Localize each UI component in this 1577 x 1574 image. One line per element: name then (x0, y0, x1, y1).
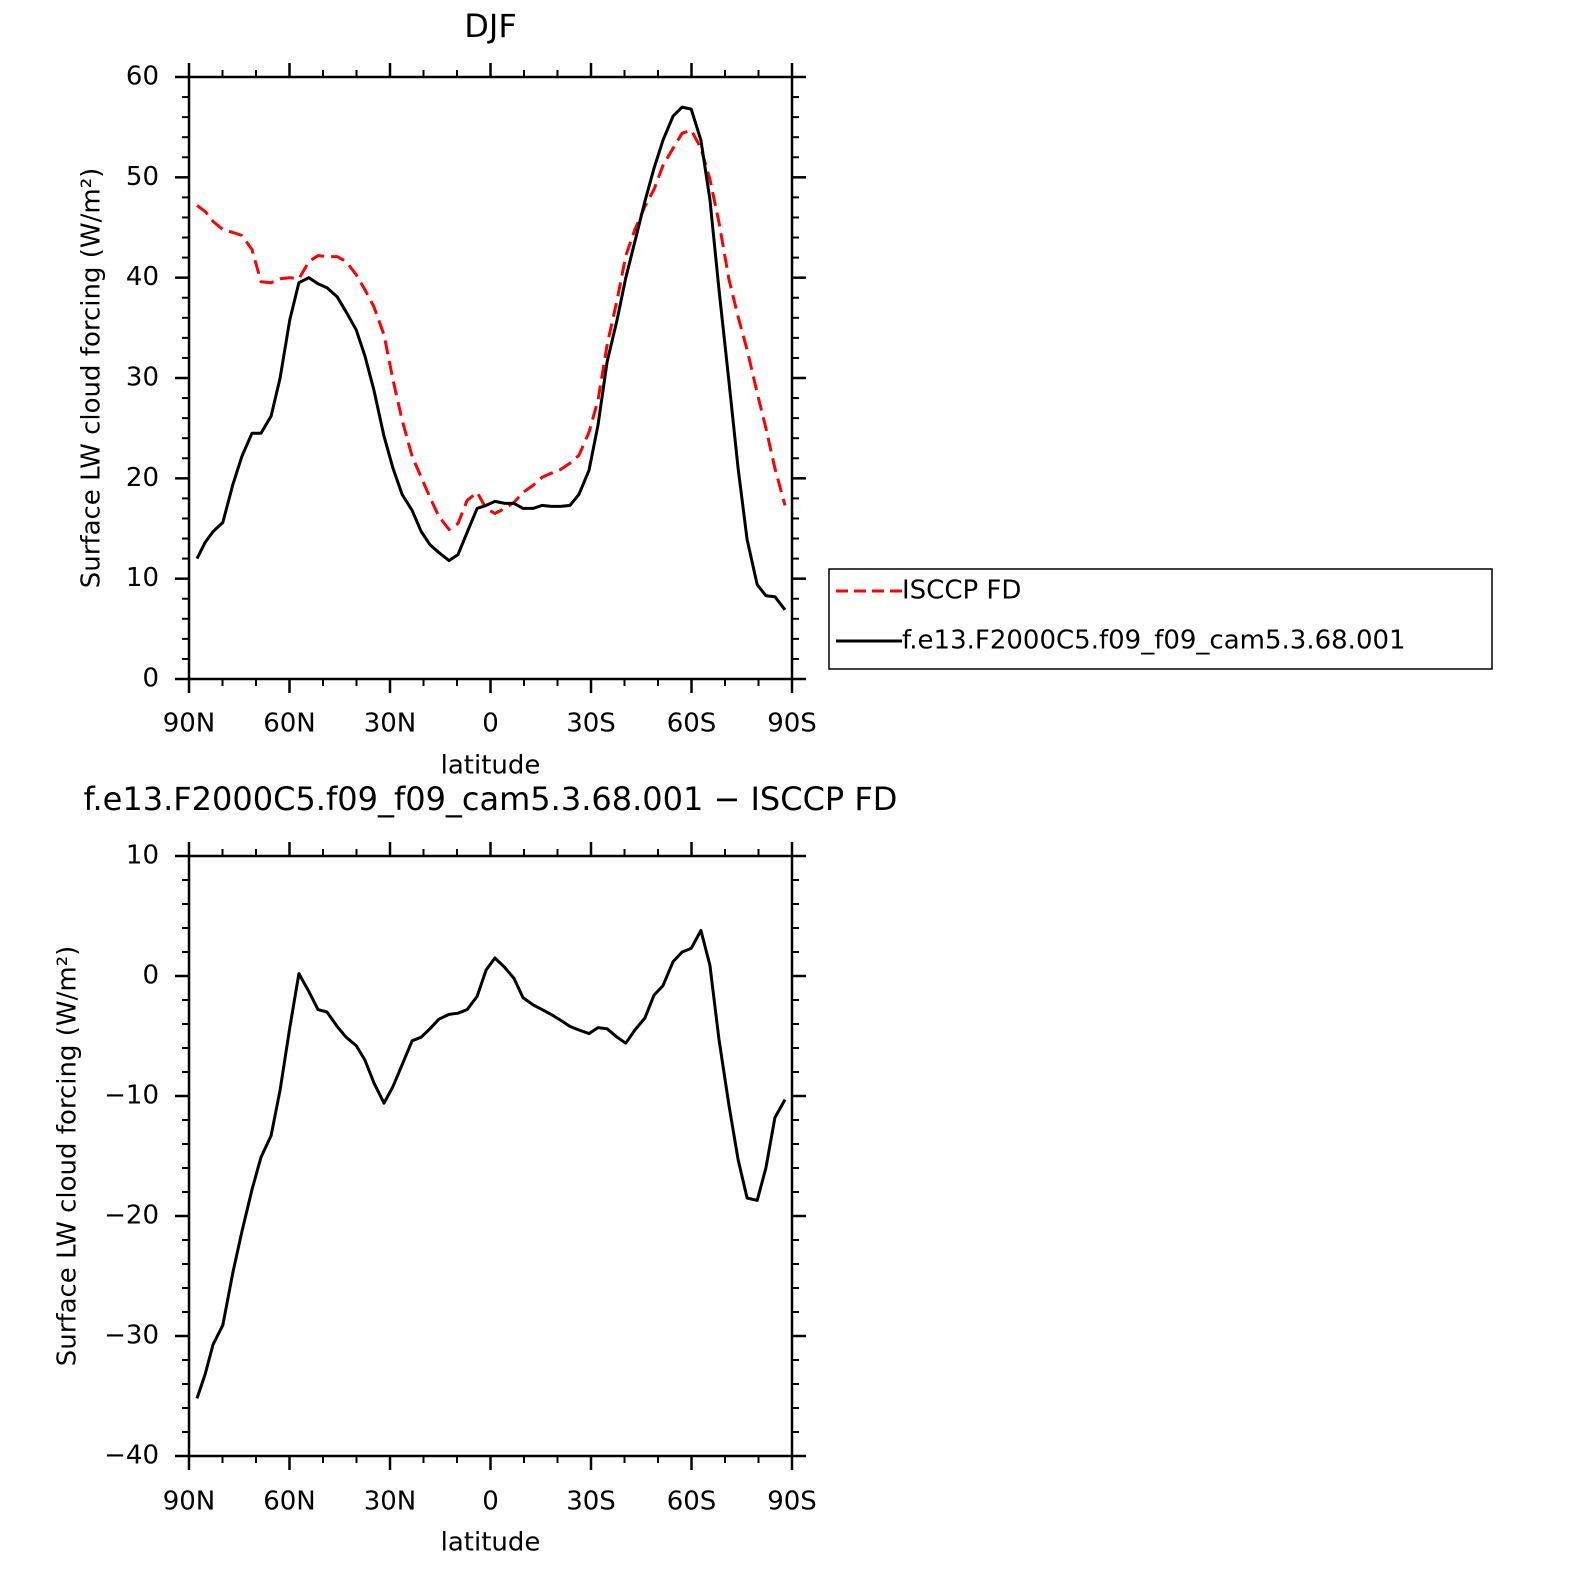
x-tick-label: 90S (767, 709, 817, 739)
y-tick-label: −30 (104, 1321, 159, 1351)
data-line (196, 128, 787, 531)
y-tick-label: −20 (104, 1201, 159, 1231)
x-tick-label: 60N (263, 1487, 316, 1517)
x-tick-label: 30N (364, 1487, 417, 1517)
x-tick-label: 90S (767, 1487, 817, 1517)
x-tick-label: 30S (566, 709, 616, 739)
x-tick-label: 60S (667, 709, 717, 739)
x-tick-label: 30N (364, 709, 417, 739)
chart-title: f.e13.F2000C5.f09_f09_cam5.3.68.001 − IS… (84, 780, 898, 818)
y-tick-label: −10 (104, 1081, 159, 1111)
x-tick-label: 0 (482, 1487, 499, 1517)
x-tick-label: 60S (667, 1487, 717, 1517)
plot-frame (187, 854, 794, 1458)
legend-label: ISCCP FD (902, 576, 1021, 606)
x-tick-label: 60N (263, 709, 316, 739)
x-axis-label: latitude (441, 751, 541, 781)
x-tick-label: 0 (482, 709, 499, 739)
legend-label: f.e13.F2000C5.f09_f09_cam5.3.68.001 (902, 626, 1406, 656)
x-tick-label: 30S (566, 1487, 616, 1517)
y-tick-label: 0 (142, 961, 159, 991)
y-tick-label: 10 (126, 841, 159, 871)
y-tick-label: 0 (142, 664, 159, 694)
y-axis-label: Surface LW cloud forcing (W/m²) (53, 946, 83, 1367)
y-tick-label: 60 (126, 62, 159, 92)
y-axis-label: Surface LW cloud forcing (W/m²) (77, 168, 107, 589)
y-tick-label: −40 (104, 1441, 159, 1471)
x-tick-label: 90N (163, 1487, 216, 1517)
x-axis-label: latitude (441, 1528, 541, 1558)
y-tick-label: 50 (126, 162, 159, 192)
data-line (195, 105, 787, 611)
x-tick-label: 90N (163, 709, 216, 739)
y-tick-label: 40 (126, 262, 159, 292)
chart-title: DJF (464, 7, 516, 45)
y-tick-label: 10 (126, 563, 159, 593)
data-line (195, 928, 787, 1399)
legend-box (828, 568, 1493, 670)
y-tick-label: 20 (126, 463, 159, 493)
y-tick-label: 30 (126, 363, 159, 393)
